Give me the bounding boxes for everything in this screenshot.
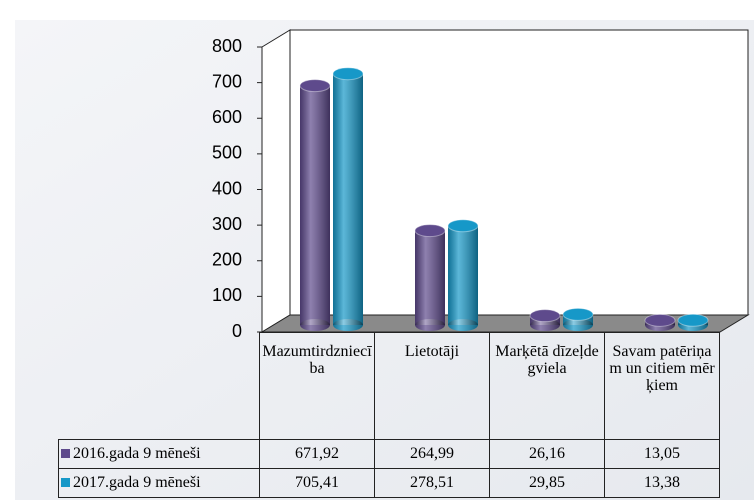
value-cell: 671,92	[259, 439, 375, 469]
y-tick-label: 300	[212, 214, 242, 234]
y-tick-label: 700	[212, 71, 242, 91]
value-cell: 29,85	[489, 468, 605, 498]
value-cell: 278,51	[374, 468, 490, 498]
legend-label: 2017.gada 9 mēneši	[73, 474, 201, 491]
y-tick-label: 800	[212, 36, 242, 56]
cylinder	[677, 313, 709, 331]
cylinder	[414, 224, 446, 331]
cylinder	[644, 313, 676, 331]
cylinder-top	[529, 309, 561, 323]
y-tick-label: 200	[212, 250, 242, 270]
cylinder	[299, 79, 331, 331]
cylinder	[529, 309, 561, 331]
cylinder	[562, 307, 594, 331]
category-label: Savam patēriņam un citiem mērķiem	[604, 332, 720, 440]
value-cell: 13,05	[604, 439, 720, 469]
cylinder-shine	[300, 85, 330, 325]
value-cell: 264,99	[374, 439, 490, 469]
cylinder-top	[677, 313, 709, 327]
y-tick-label: 0	[232, 321, 242, 341]
category-label: Mazumtirdzniecība	[259, 332, 375, 440]
legend-label: 2016.gada 9 mēneši	[73, 445, 201, 462]
series-row: 2017.gada 9 mēneši 705,41 278,51 29,85 13,38	[58, 468, 720, 498]
cylinder-shine	[448, 225, 478, 325]
y-tick-label: 600	[212, 107, 242, 127]
cylinder	[332, 67, 364, 331]
y-tick-label: 100	[212, 285, 242, 305]
legend-swatch	[61, 478, 70, 487]
value-cell: 13,38	[604, 468, 720, 498]
header-row: Mazumtirdzniecība Lietotāji Marķētā dīzeļd…	[58, 332, 720, 440]
y-tick-label: 400	[212, 178, 242, 198]
data-table: Mazumtirdzniecība Lietotāji Marķētā dīzeļd…	[58, 332, 720, 498]
series-row: 2016.gada 9 mēneši 671,92 264,99 26,16 13,05	[58, 439, 720, 469]
y-tick-label: 500	[212, 143, 242, 163]
value-cell: 26,16	[489, 439, 605, 469]
cylinder-top	[644, 313, 676, 327]
value-cell: 705,41	[259, 468, 375, 498]
category-label: Lietotāji	[374, 332, 490, 440]
cylinder-top	[414, 224, 446, 238]
cylinder-shine	[415, 230, 445, 325]
legend-cell: 2017.gada 9 mēneši	[58, 468, 260, 498]
side-wall	[261, 29, 291, 333]
corner-cell	[58, 332, 260, 440]
cylinder-top	[299, 79, 331, 93]
legend-cell: 2016.gada 9 mēneši	[58, 439, 260, 469]
cylinder-top	[562, 307, 594, 321]
cylinder-top	[447, 219, 479, 233]
cylinder-shine	[333, 73, 363, 325]
category-label: Marķētā dīzeļdegviela	[489, 332, 605, 440]
legend-swatch	[61, 449, 70, 458]
cylinder-top	[332, 67, 364, 81]
cylinder	[447, 219, 479, 331]
